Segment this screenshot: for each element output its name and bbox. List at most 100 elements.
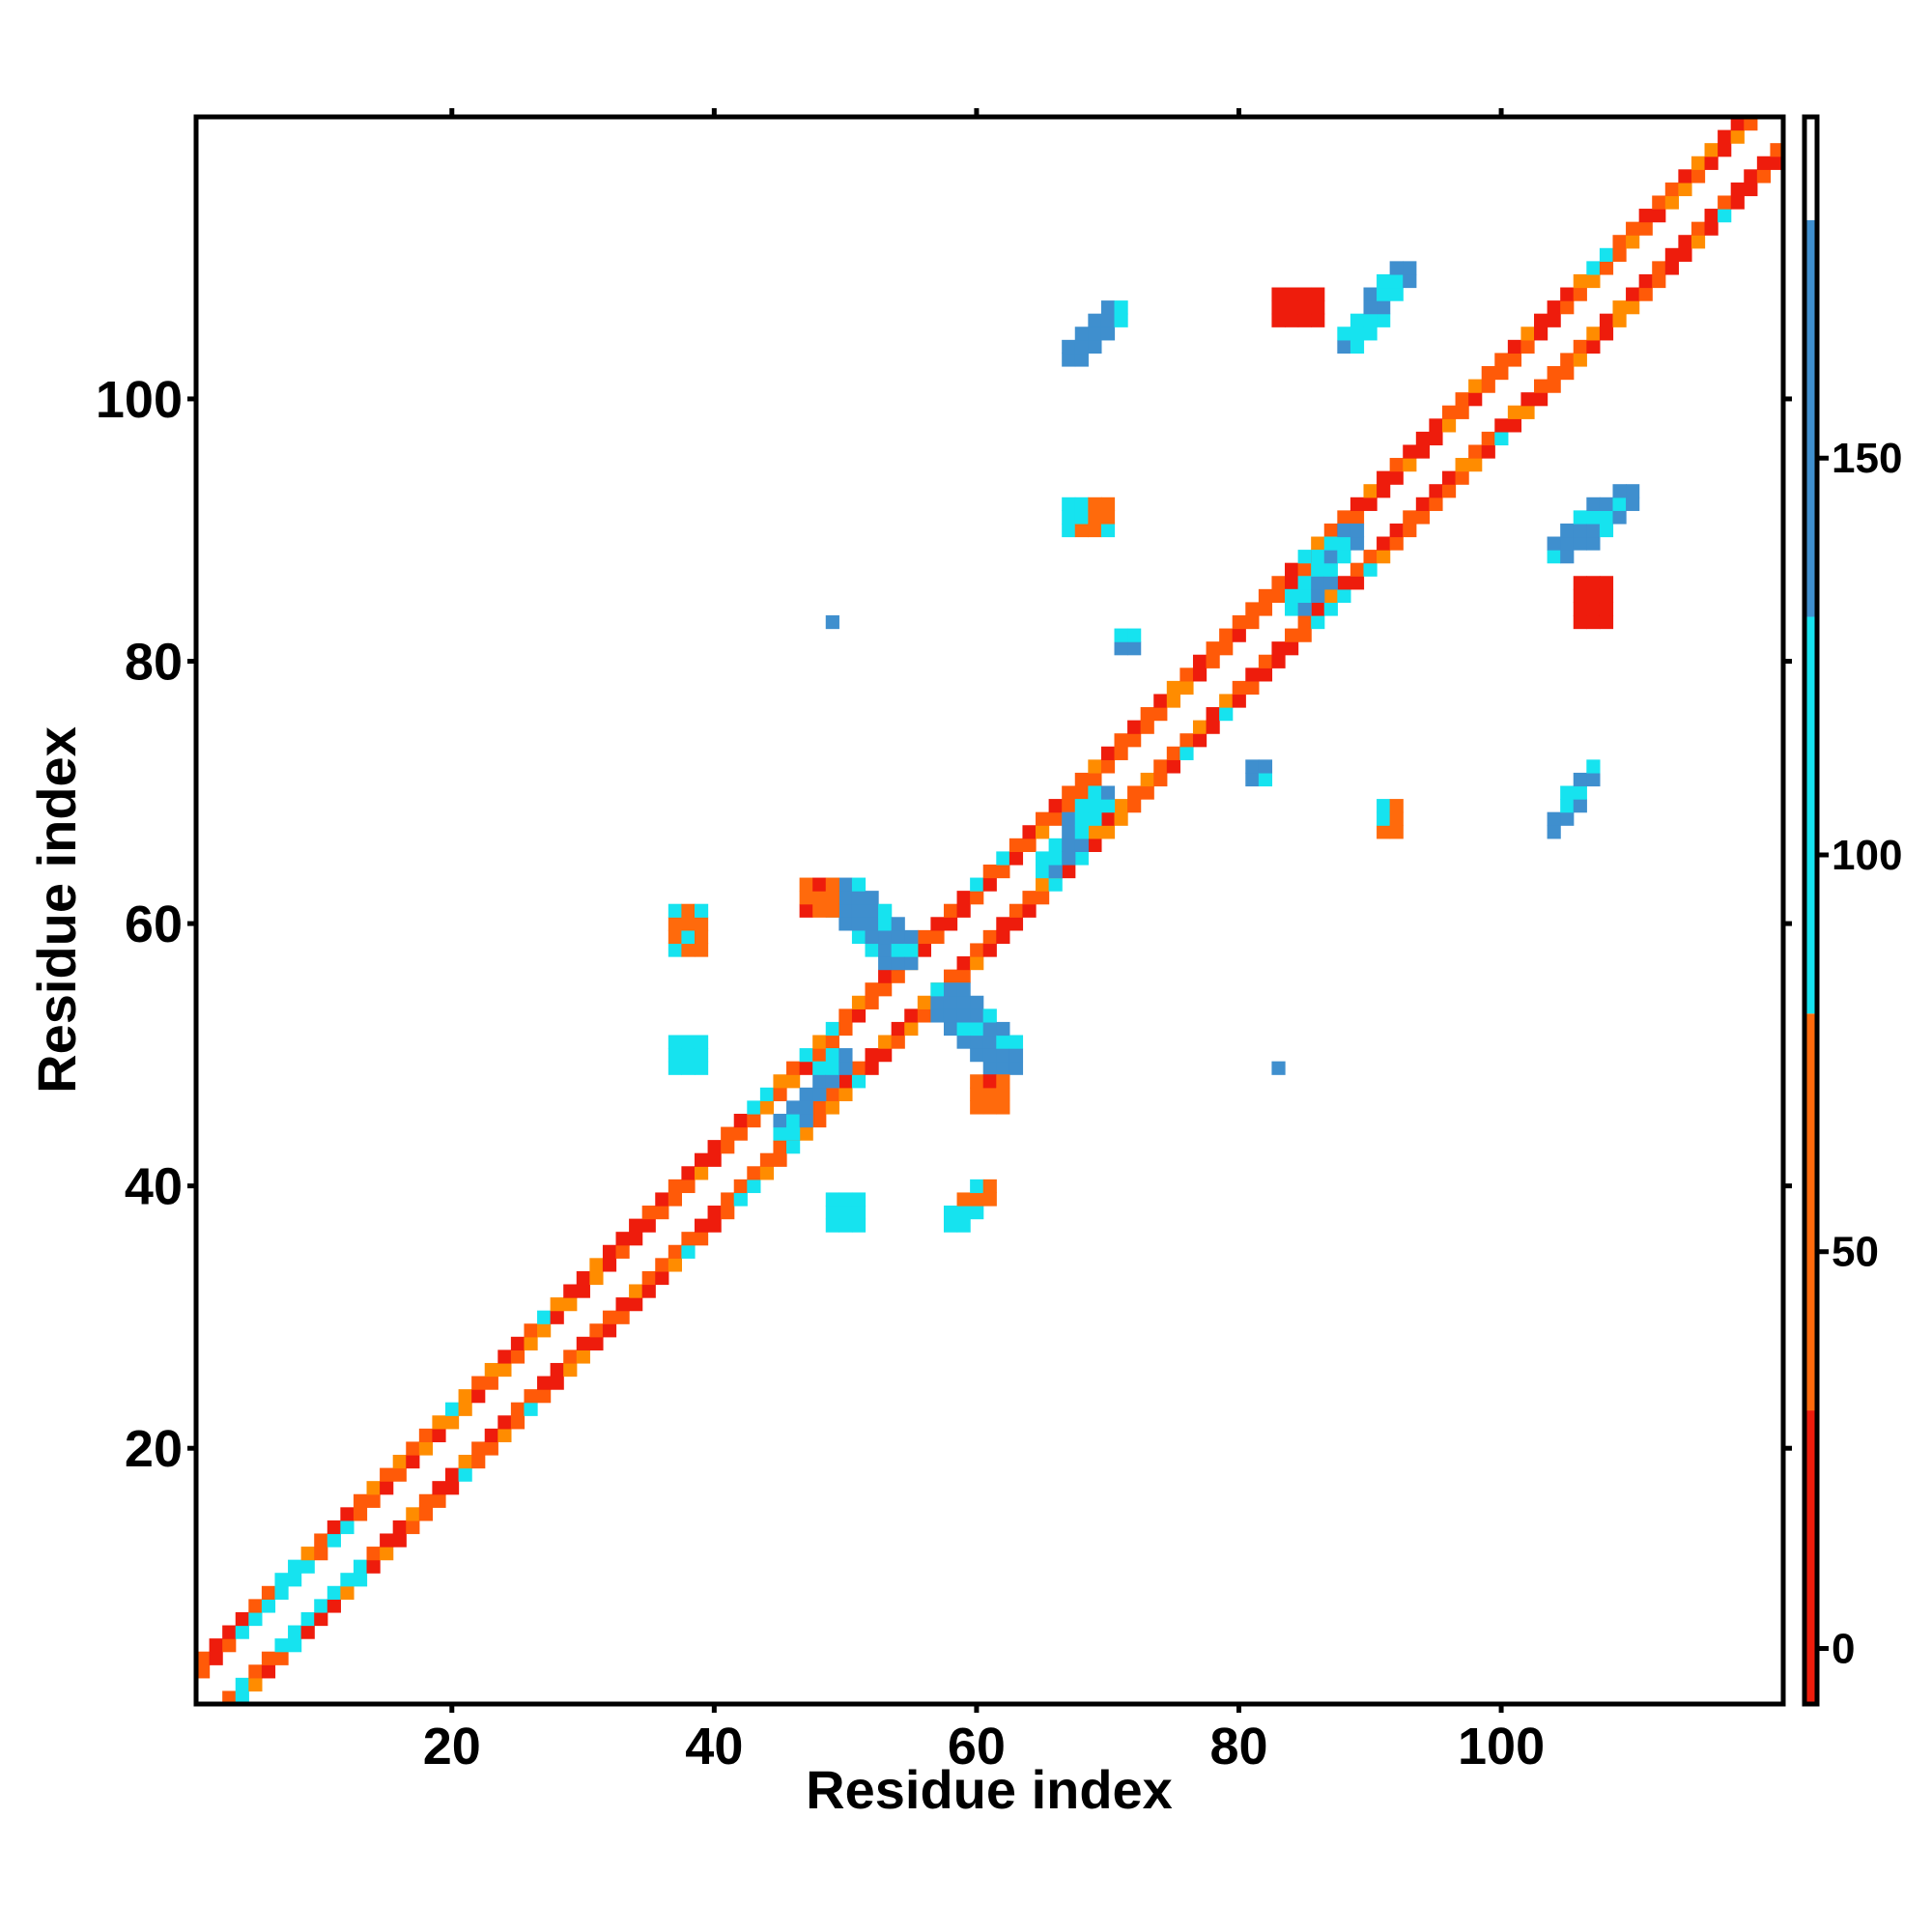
heatmap-cell [1573,785,1587,800]
heatmap-cell [1455,392,1469,407]
heatmap-cell [1009,917,1024,931]
heatmap-cell [1690,169,1706,184]
heatmap-cell [694,943,709,957]
heatmap-cell [1429,431,1443,446]
heatmap-cell [891,1021,905,1037]
heatmap-cell [799,1126,813,1141]
heatmap-cell [694,1232,709,1246]
heatmap-cell [668,1179,683,1194]
heatmap-cell [589,1270,604,1286]
heatmap-cell [1377,536,1391,551]
heatmap-cell [1599,614,1614,630]
heatmap-cell [1389,273,1404,289]
heatmap-cell [812,903,827,918]
heatmap-cell [956,1009,971,1023]
heatmap-cell [1560,300,1575,315]
heatmap-cell [615,1244,630,1259]
heatmap-cell [563,1362,578,1378]
heatmap-cell [1337,536,1351,551]
heatmap-cell [681,1166,696,1180]
heatmap-cell [1638,209,1653,223]
heatmap-cell [1219,641,1234,656]
heatmap-cell [1271,576,1286,590]
heatmap-cell [1415,444,1430,459]
heatmap-cell [510,1336,526,1350]
heatmap-cell [668,1258,683,1272]
heatmap-cell [458,1389,472,1404]
heatmap-cell [1297,313,1312,327]
heatmap-cell [694,929,709,945]
heatmap-cell [1350,523,1365,538]
heatmap-cell [1599,497,1614,511]
heatmap-cell [1297,300,1312,315]
heatmap-cell [773,1126,787,1141]
heatmap-cell [1481,431,1495,446]
heatmap-cell [1297,602,1312,616]
heatmap-cell [865,903,879,918]
heatmap-cell [274,1585,289,1600]
heatmap-cell [1377,273,1391,289]
heatmap-cell [1258,654,1273,668]
heatmap-cell [629,1232,643,1246]
heatmap-cell [1153,759,1168,774]
heatmap-cell [1271,313,1286,327]
heatmap-cell [1100,300,1116,315]
heatmap-cell [721,1192,735,1207]
heatmap-cell [1297,576,1312,590]
heatmap-cell [1127,641,1142,656]
heatmap-cell [1573,576,1587,590]
heatmap-cell [707,1140,722,1154]
heatmap-cell [563,1350,578,1364]
heatmap-cell [1337,339,1351,355]
heatmap-cell [392,1467,407,1482]
y-tick-label: 100 [96,371,183,429]
heatmap-cell [1612,484,1627,498]
heatmap-cell [589,1258,604,1272]
heatmap-cell [1062,339,1076,355]
heatmap-cell [970,1074,984,1089]
heatmap-cell [1088,523,1102,538]
heatmap-cell [1337,523,1351,538]
x-axis-ticks: 20 40 60 80 100 [423,1718,1545,1776]
heatmap-cell [563,1284,578,1298]
heatmap-cell [956,1206,971,1220]
heatmap-cell [288,1625,302,1639]
heatmap-cell [1062,864,1076,879]
heatmap-cell [904,1021,919,1037]
heatmap-cell [1323,576,1338,590]
heatmap-cell [418,1493,434,1508]
heatmap-cell [799,891,813,905]
x-tick-label: 60 [948,1718,1006,1776]
heatmap-cell [943,1206,958,1220]
heatmap-cell [458,1402,472,1416]
heatmap-cell [1088,313,1102,327]
heatmap-cell [747,1166,761,1180]
heatmap-cell [904,1009,919,1023]
heatmap-cell [1062,497,1076,511]
heatmap-cell [1285,628,1299,642]
heatmap-cell [1297,614,1312,630]
heatmap-cell [1441,418,1457,433]
heatmap-cell [655,1258,669,1272]
heatmap-cell [812,1100,827,1115]
heatmap-cell [629,1218,643,1233]
heatmap-cell [641,1206,656,1220]
heatmap-cell [1403,261,1417,275]
heatmap-cell [1127,720,1142,734]
heatmap-cell [1114,300,1128,315]
colorbar-bands [1804,117,1817,1704]
heatmap-cell [314,1611,328,1627]
heatmap-cell [1547,550,1561,564]
y-tick-label: 20 [125,1420,183,1478]
heatmap-cell [1403,523,1417,538]
heatmap-cell [904,943,919,957]
heatmap-cell [1547,300,1561,315]
heatmap-cell [537,1323,552,1338]
heatmap-cell [773,1152,787,1167]
heatmap-cell [917,929,931,945]
heatmap-cell [1114,628,1128,642]
heatmap-cell [904,929,919,945]
heatmap-cell [1140,707,1154,722]
heatmap-cell [497,1415,512,1430]
heatmap-cell [1232,680,1246,696]
